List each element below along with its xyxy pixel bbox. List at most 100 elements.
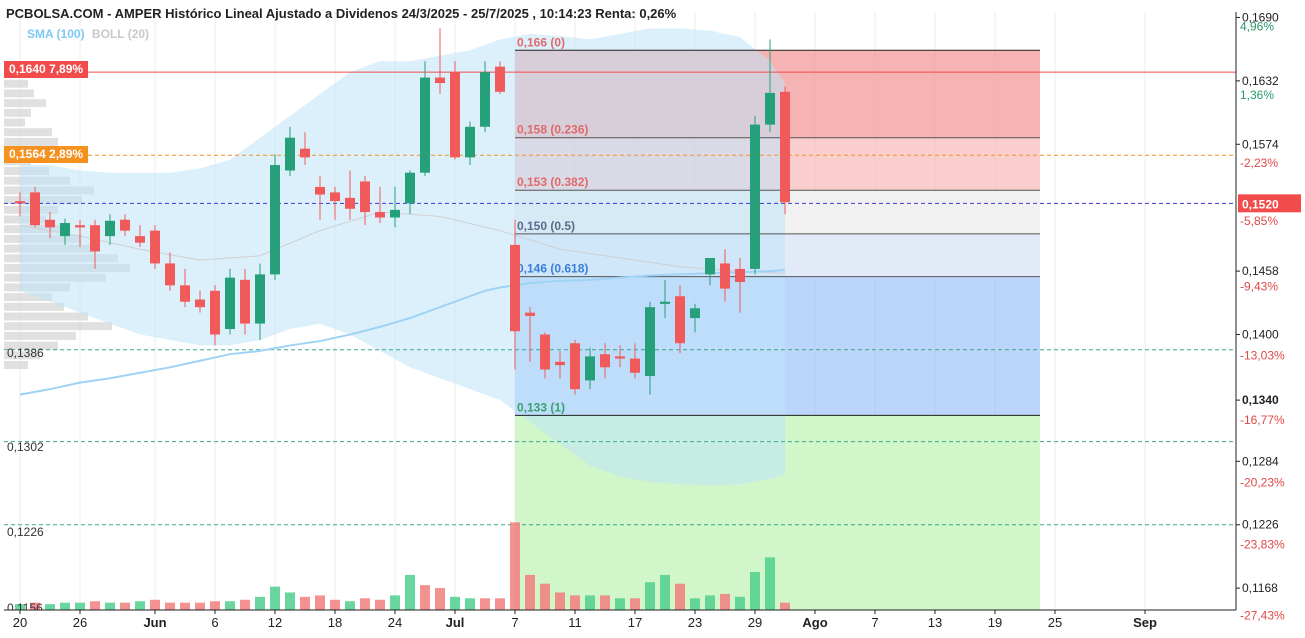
volume-bar (165, 602, 175, 610)
candle-body (765, 92, 775, 125)
x-tick-label: 24 (388, 615, 402, 630)
chart-title: PCBOLSA.COM - AMPER Histórico Lineal Aju… (6, 6, 677, 21)
candle-body (15, 201, 25, 204)
volume-bar (480, 598, 490, 610)
volume-bar (240, 599, 250, 610)
volume-profile-bar (4, 293, 52, 302)
volume-profile-bar (4, 351, 40, 360)
volume-bar (150, 599, 160, 610)
boll-legend[interactable]: BOLL (20) (91, 27, 150, 41)
hline-label: 0,1226 (7, 525, 44, 539)
volume-bar (195, 602, 205, 610)
candle-body (240, 279, 250, 324)
candle-body (540, 334, 550, 370)
candle-body (195, 299, 205, 308)
volume-bar (630, 598, 640, 610)
candle-body (510, 244, 520, 332)
volume-profile-bar (4, 137, 58, 146)
volume-profile-bar (4, 108, 31, 117)
x-tick-label: 12 (268, 615, 282, 630)
candle-body (675, 296, 685, 344)
candle-body (495, 66, 505, 92)
candle-body (570, 343, 580, 390)
candle-body (270, 165, 280, 275)
y-tick-label: 0,1226 (1242, 518, 1279, 532)
candle-body (420, 77, 430, 173)
volume-bar (690, 598, 700, 610)
volume-bar (60, 602, 70, 610)
candle-body (45, 219, 55, 228)
volume-profile-bar (4, 341, 58, 350)
candle-body (135, 236, 145, 243)
x-tick-label: 20 (13, 615, 27, 630)
volume-bar (555, 592, 565, 610)
candle-body (480, 72, 490, 127)
volume-bar (255, 596, 265, 610)
candle-body (735, 268, 745, 283)
volume-bar (660, 574, 670, 610)
x-tick-label: 11 (568, 615, 582, 630)
volume-bar (15, 604, 25, 610)
x-tick-label: 13 (928, 615, 942, 630)
candle-body (630, 358, 640, 373)
volume-bar (600, 595, 610, 610)
volume-profile-bar (4, 79, 28, 88)
volume-bar (225, 601, 235, 610)
candle-body (330, 192, 340, 202)
current-price-label: 0,1520 (1242, 197, 1279, 211)
volume-profile-bar (4, 312, 88, 321)
x-tick-label: Sep (1133, 615, 1157, 630)
fib-level-label: 0,166 (0) (517, 35, 565, 49)
hline-label: 0,1386 (7, 346, 44, 360)
orange-price-badge: 0,1564 2,89% (4, 146, 89, 163)
y-tick-label: 0,1458 (1242, 264, 1279, 278)
x-tick-label: 18 (328, 615, 342, 630)
candle-body (585, 356, 595, 381)
candle-body (300, 148, 310, 158)
y-tick-label: 0,1168 (1242, 581, 1278, 595)
y-tick-label: 0,1400 (1242, 328, 1279, 342)
candle-body (750, 124, 760, 269)
y-pct-label: -20,23% (1240, 475, 1285, 489)
volume-bar (705, 595, 715, 610)
volume-profile-bar (4, 118, 25, 127)
y-tick-label: 0,1632 (1242, 74, 1279, 88)
y-tick-label: 0,1574 (1242, 137, 1279, 151)
current-price-badge (1238, 194, 1301, 213)
hline-label: 0,1156 (7, 601, 43, 610)
candle-body (75, 225, 85, 228)
candle-body (555, 361, 565, 366)
volume-bar (675, 583, 685, 610)
volume-bar (435, 588, 445, 610)
fib-level-label: 0,150 (0.5) (517, 219, 575, 233)
volume-bar (345, 601, 355, 610)
volume-bar (90, 601, 100, 610)
candle-body (615, 356, 625, 359)
volume-bar (510, 522, 520, 610)
volume-bar (645, 582, 655, 610)
volume-bar (390, 595, 400, 610)
volume-bar (465, 598, 475, 610)
volume-bar (135, 601, 145, 610)
volume-bar (525, 574, 535, 610)
candle-body (465, 126, 475, 158)
candle-body (345, 197, 355, 209)
candle-body (210, 290, 220, 335)
y-pct-label: -16,77% (1240, 413, 1285, 427)
volume-bar (765, 557, 775, 610)
candle-body (90, 225, 100, 252)
candle-body (150, 230, 160, 264)
volume-bar (720, 593, 730, 610)
sma-legend[interactable]: SMA (100) (27, 27, 85, 41)
x-tick-label: Jul (446, 615, 465, 630)
hline-label: 0,1302 (7, 440, 44, 454)
x-tick-label: 23 (688, 615, 702, 630)
volume-bar (105, 602, 115, 610)
volume-profile-bar (4, 128, 52, 137)
candle-body (705, 257, 715, 275)
candle-body (285, 137, 295, 171)
volume-profile-bar (4, 361, 28, 369)
candle-body (30, 192, 40, 226)
